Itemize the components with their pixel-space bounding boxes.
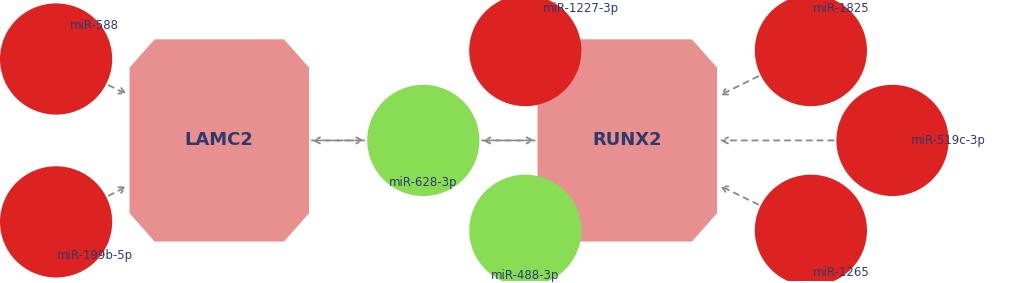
Text: miR-1227-3p: miR-1227-3p — [543, 2, 619, 15]
Text: miR-1825: miR-1825 — [812, 2, 869, 15]
Text: miR-1265: miR-1265 — [812, 266, 869, 279]
Text: miR-488-3p: miR-488-3p — [490, 269, 559, 282]
Ellipse shape — [0, 166, 112, 278]
Polygon shape — [129, 39, 309, 241]
Text: miR-199b-5p: miR-199b-5p — [57, 249, 132, 262]
Text: RUNX2: RUNX2 — [592, 131, 661, 149]
Text: miR-519c-3p: miR-519c-3p — [910, 134, 985, 147]
Ellipse shape — [469, 175, 581, 283]
Ellipse shape — [367, 85, 479, 196]
Ellipse shape — [469, 0, 581, 106]
Text: miR-628-3p: miR-628-3p — [388, 176, 458, 189]
Ellipse shape — [0, 3, 112, 115]
Text: miR-588: miR-588 — [70, 19, 119, 32]
Polygon shape — [537, 39, 716, 241]
Ellipse shape — [836, 85, 948, 196]
Text: LAMC2: LAMC2 — [184, 131, 254, 149]
Ellipse shape — [754, 175, 866, 283]
Ellipse shape — [754, 0, 866, 106]
